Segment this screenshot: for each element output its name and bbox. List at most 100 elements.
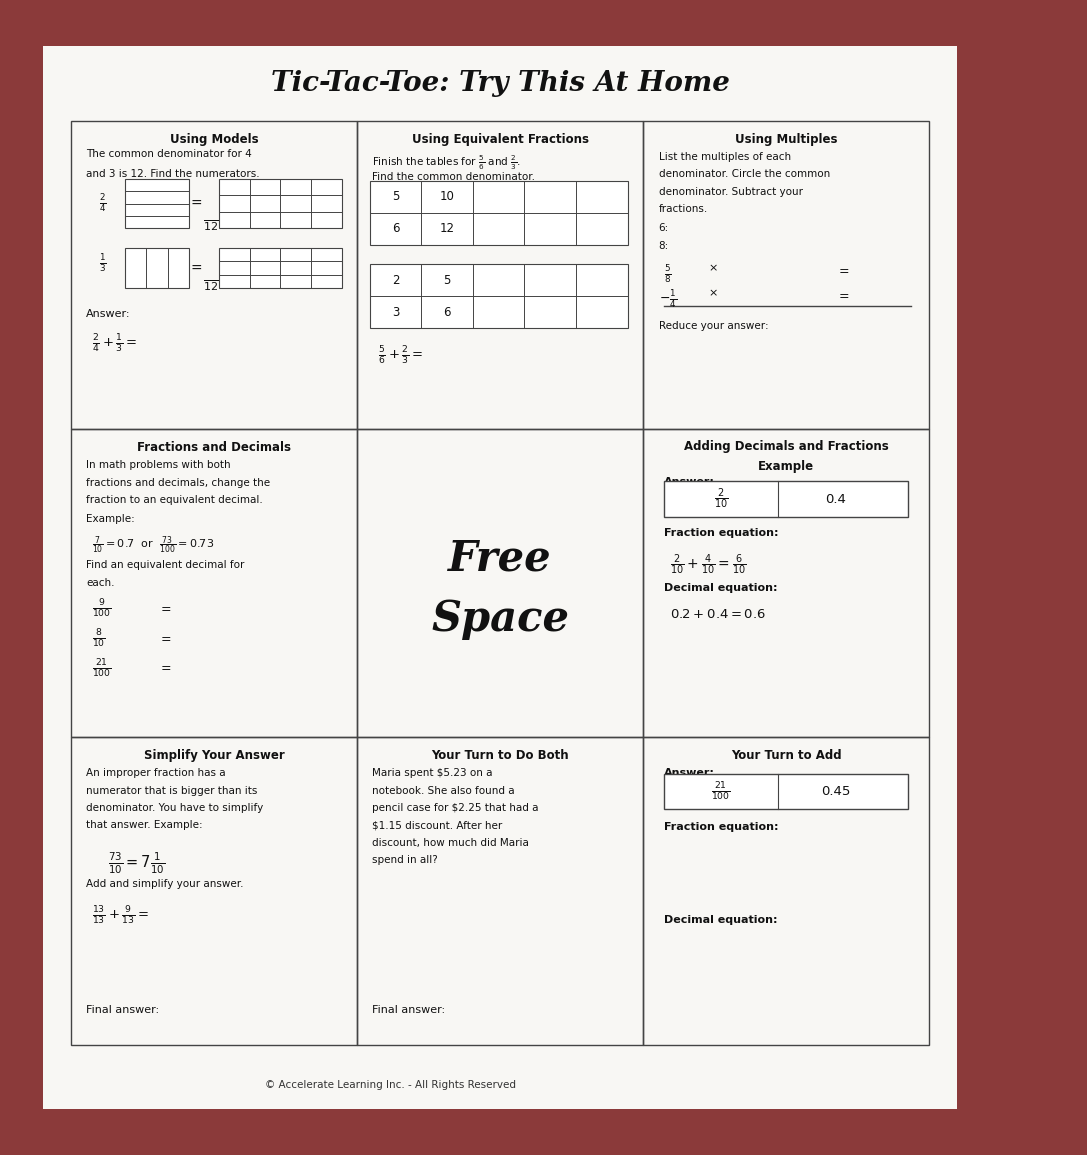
Text: $=$: $=$ (836, 262, 850, 276)
Text: $-\frac{1}{4}$: $-\frac{1}{4}$ (659, 288, 676, 310)
Text: $\times$: $\times$ (709, 288, 719, 298)
Bar (664, 482, 908, 517)
Text: 5: 5 (391, 191, 399, 203)
Bar (71, 120, 357, 429)
Text: denominator. Circle the common: denominator. Circle the common (659, 170, 829, 179)
Text: © Accelerate Learning Inc. - All Rights Reserved: © Accelerate Learning Inc. - All Rights … (265, 1080, 516, 1090)
Text: $=$: $=$ (159, 661, 172, 673)
Text: 10: 10 (439, 191, 454, 203)
Text: $=$: $=$ (836, 288, 850, 301)
Text: $\frac{2}{4} + \frac{1}{3} =$: $\frac{2}{4} + \frac{1}{3} =$ (92, 333, 137, 355)
Text: fractions and decimals, change the: fractions and decimals, change the (86, 478, 271, 487)
Bar (357, 120, 644, 429)
Text: Your Turn to Do Both: Your Turn to Do Both (432, 748, 569, 762)
Text: 6:: 6: (659, 223, 669, 233)
Bar (125, 179, 189, 229)
Text: $\frac{2}{10}$: $\frac{2}{10}$ (714, 487, 728, 512)
Text: Find an equivalent decimal for: Find an equivalent decimal for (86, 560, 245, 571)
Text: Final answer:: Final answer: (86, 1005, 160, 1014)
Bar (370, 180, 627, 245)
Text: $\frac{8}{10}$: $\frac{8}{10}$ (92, 627, 105, 650)
Text: $\overline{12}$: $\overline{12}$ (203, 218, 218, 232)
Text: Answer:: Answer: (86, 310, 130, 319)
Text: $\frac{9}{100}$: $\frac{9}{100}$ (92, 598, 112, 620)
Bar (220, 248, 341, 288)
Text: $1.15 discount. After her: $1.15 discount. After her (373, 820, 502, 830)
Bar (71, 429, 357, 737)
Text: Tic-Tac-Toe: Try This At Home: Tic-Tac-Toe: Try This At Home (271, 70, 729, 97)
Text: The common denominator for 4: The common denominator for 4 (86, 149, 252, 159)
Text: 8:: 8: (659, 241, 669, 251)
Bar (125, 248, 189, 288)
Text: fraction to an equivalent decimal.: fraction to an equivalent decimal. (86, 495, 263, 505)
Bar (357, 429, 644, 737)
Text: An improper fraction has a: An improper fraction has a (86, 768, 226, 778)
Text: Using Models: Using Models (170, 133, 259, 146)
Bar (71, 737, 357, 1045)
Text: Fraction equation:: Fraction equation: (664, 822, 778, 833)
Text: each.: each. (86, 578, 115, 588)
Text: Add and simplify your answer.: Add and simplify your answer. (86, 879, 243, 889)
Text: Your Turn to Add: Your Turn to Add (730, 748, 841, 762)
Text: Final answer:: Final answer: (373, 1005, 446, 1014)
Text: numerator that is bigger than its: numerator that is bigger than its (86, 785, 258, 796)
Text: denominator. Subtract your: denominator. Subtract your (659, 187, 802, 196)
Text: 0.45: 0.45 (822, 785, 851, 798)
Bar (644, 737, 929, 1045)
Text: 12: 12 (439, 222, 454, 236)
Text: Example: Example (758, 460, 814, 474)
Text: Decimal equation:: Decimal equation: (664, 915, 777, 925)
Text: =: = (190, 262, 202, 276)
Text: that answer. Example:: that answer. Example: (86, 820, 203, 830)
Text: $\frac{73}{10} = 7\frac{1}{10}$: $\frac{73}{10} = 7\frac{1}{10}$ (108, 850, 165, 875)
Text: Maria spent $5.23 on a: Maria spent $5.23 on a (373, 768, 492, 778)
Text: 5: 5 (443, 274, 451, 286)
Text: 3: 3 (391, 306, 399, 319)
Bar (644, 120, 929, 429)
Text: Space: Space (432, 597, 569, 640)
Text: $\frac{7}{10} = 0.7$  or  $\frac{73}{100} = 0.73$: $\frac{7}{10} = 0.7$ or $\frac{73}{100} … (92, 535, 214, 557)
Text: Decimal equation:: Decimal equation: (664, 583, 777, 593)
Bar (220, 179, 341, 229)
Text: Using Equivalent Fractions: Using Equivalent Fractions (412, 133, 588, 146)
Text: 2: 2 (391, 274, 399, 286)
Text: Reduce your answer:: Reduce your answer: (659, 321, 769, 331)
Text: denominator. You have to simplify: denominator. You have to simplify (86, 803, 263, 813)
Text: Using Multiples: Using Multiples (735, 133, 837, 146)
Text: Answer:: Answer: (664, 768, 715, 778)
Text: Find the common denominator.: Find the common denominator. (373, 172, 536, 181)
Text: pencil case for $2.25 that had a: pencil case for $2.25 that had a (373, 803, 539, 813)
Text: $\frac{21}{100}$: $\frac{21}{100}$ (92, 657, 112, 679)
Text: $\frac{2}{4}$: $\frac{2}{4}$ (99, 192, 107, 214)
Text: $\overline{12}$: $\overline{12}$ (203, 278, 218, 293)
Text: notebook. She also found a: notebook. She also found a (373, 785, 515, 796)
Text: fractions.: fractions. (659, 204, 708, 214)
Text: $0.2+ 0.4 = 0.6$: $0.2+ 0.4 = 0.6$ (670, 609, 765, 621)
Text: $\frac{1}{3}$: $\frac{1}{3}$ (99, 252, 107, 274)
Text: 6: 6 (443, 306, 451, 319)
Text: $\frac{5}{8}$: $\frac{5}{8}$ (664, 262, 672, 284)
Bar (644, 429, 929, 737)
Text: Simplify Your Answer: Simplify Your Answer (143, 748, 285, 762)
Bar (370, 264, 627, 328)
Text: $\frac{13}{13} + \frac{9}{13} =$: $\frac{13}{13} + \frac{9}{13} =$ (92, 906, 149, 927)
Text: $\frac{21}{100}$: $\frac{21}{100}$ (711, 781, 730, 803)
Text: spend in all?: spend in all? (373, 855, 438, 865)
Text: 0.4: 0.4 (826, 493, 847, 506)
Bar (664, 774, 908, 808)
Text: $\frac{2}{10} + \frac{4}{10} = \frac{6}{10}$: $\frac{2}{10} + \frac{4}{10} = \frac{6}{… (670, 553, 746, 578)
Text: =: = (190, 196, 202, 210)
Text: Finish the tables for $\frac{5}{6}$ and $\frac{2}{3}$.: Finish the tables for $\frac{5}{6}$ and … (373, 154, 521, 172)
Text: and 3 is 12. Find the numerators.: and 3 is 12. Find the numerators. (86, 169, 260, 179)
Text: Example:: Example: (86, 514, 135, 524)
Text: List the multiples of each: List the multiples of each (659, 152, 790, 162)
Text: Fraction equation:: Fraction equation: (664, 528, 778, 537)
Text: $\times$: $\times$ (709, 262, 719, 273)
Text: $\frac{5}{6} + \frac{2}{3} =$: $\frac{5}{6} + \frac{2}{3} =$ (378, 345, 424, 367)
Text: Free: Free (448, 538, 552, 580)
Text: Answer:: Answer: (664, 477, 715, 486)
Text: Fractions and Decimals: Fractions and Decimals (137, 441, 291, 454)
Text: $=$: $=$ (159, 631, 172, 643)
Text: Adding Decimals and Fractions: Adding Decimals and Fractions (684, 440, 888, 453)
Text: $=$: $=$ (159, 601, 172, 613)
